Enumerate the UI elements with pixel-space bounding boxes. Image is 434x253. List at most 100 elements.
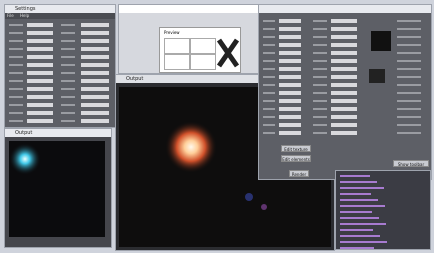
list-item bbox=[340, 247, 374, 249]
button[interactable]: Edit texture bbox=[281, 145, 311, 152]
list-item bbox=[340, 187, 384, 189]
menu-bar: File Help bbox=[5, 13, 115, 19]
field bbox=[331, 107, 357, 111]
field bbox=[279, 107, 301, 111]
field bbox=[27, 55, 53, 59]
button[interactable]: Show toolbar bbox=[393, 160, 429, 167]
label bbox=[61, 96, 75, 98]
settings-window: Settings File Help bbox=[4, 4, 116, 128]
label bbox=[263, 132, 275, 134]
label bbox=[61, 24, 75, 26]
field bbox=[27, 95, 53, 99]
field bbox=[81, 95, 109, 99]
label bbox=[313, 52, 327, 54]
label bbox=[313, 100, 327, 102]
label bbox=[61, 72, 75, 74]
field bbox=[81, 119, 109, 123]
menu-item[interactable]: Help bbox=[20, 13, 29, 18]
label bbox=[9, 48, 23, 50]
list-item bbox=[340, 241, 387, 243]
field bbox=[331, 131, 357, 135]
field bbox=[331, 35, 357, 39]
field bbox=[279, 19, 301, 23]
field bbox=[279, 59, 301, 63]
panel-title: Preview bbox=[164, 30, 180, 35]
window-title bbox=[119, 5, 259, 13]
field bbox=[331, 51, 357, 55]
label bbox=[313, 68, 327, 70]
field bbox=[279, 123, 301, 127]
field bbox=[27, 79, 53, 83]
button[interactable]: Edit elements bbox=[281, 155, 311, 162]
list-item bbox=[340, 217, 379, 219]
menu-item[interactable]: File bbox=[7, 13, 14, 18]
label bbox=[263, 124, 275, 126]
label bbox=[61, 104, 75, 106]
preview-panel: Preview bbox=[159, 27, 241, 73]
field bbox=[331, 123, 357, 127]
field bbox=[279, 75, 301, 79]
label bbox=[313, 108, 327, 110]
label bbox=[397, 108, 421, 110]
field bbox=[331, 19, 357, 23]
field bbox=[331, 43, 357, 47]
list-item bbox=[340, 193, 371, 195]
field bbox=[27, 119, 53, 123]
field bbox=[27, 111, 53, 115]
label bbox=[313, 84, 327, 86]
label bbox=[9, 120, 23, 122]
label bbox=[263, 92, 275, 94]
field bbox=[331, 59, 357, 63]
list-item bbox=[340, 199, 378, 201]
field bbox=[279, 51, 301, 55]
logo bbox=[217, 38, 239, 68]
label bbox=[397, 52, 421, 54]
texture bbox=[371, 31, 391, 51]
field bbox=[331, 99, 357, 103]
label bbox=[61, 32, 75, 34]
label bbox=[9, 112, 23, 114]
label bbox=[263, 52, 275, 54]
label bbox=[263, 108, 275, 110]
label bbox=[397, 124, 421, 126]
label bbox=[263, 28, 275, 30]
field bbox=[331, 91, 357, 95]
label bbox=[397, 116, 421, 118]
label bbox=[313, 76, 327, 78]
flare bbox=[165, 121, 217, 173]
field bbox=[279, 91, 301, 95]
field bbox=[331, 67, 357, 71]
field bbox=[331, 115, 357, 119]
list-item bbox=[340, 175, 370, 177]
preview-window: Preview bbox=[118, 4, 260, 74]
field bbox=[27, 23, 53, 27]
list-item bbox=[340, 205, 385, 207]
list-item bbox=[340, 235, 380, 237]
label bbox=[9, 32, 23, 34]
label bbox=[61, 80, 75, 82]
label bbox=[397, 84, 421, 86]
thumb bbox=[164, 38, 190, 54]
field bbox=[81, 47, 109, 51]
button[interactable]: Render bbox=[289, 170, 309, 177]
label bbox=[313, 132, 327, 134]
field bbox=[81, 79, 109, 83]
label bbox=[313, 92, 327, 94]
label bbox=[9, 96, 23, 98]
field bbox=[81, 103, 109, 107]
ghost bbox=[261, 204, 267, 210]
field bbox=[27, 31, 53, 35]
label bbox=[9, 40, 23, 42]
label bbox=[397, 36, 421, 38]
label bbox=[61, 120, 75, 122]
label bbox=[313, 28, 327, 30]
label bbox=[397, 92, 421, 94]
label bbox=[397, 100, 421, 102]
field bbox=[81, 31, 109, 35]
field bbox=[279, 27, 301, 31]
ghost bbox=[245, 193, 253, 201]
field bbox=[27, 103, 53, 107]
field bbox=[27, 39, 53, 43]
label bbox=[313, 116, 327, 118]
field bbox=[279, 35, 301, 39]
